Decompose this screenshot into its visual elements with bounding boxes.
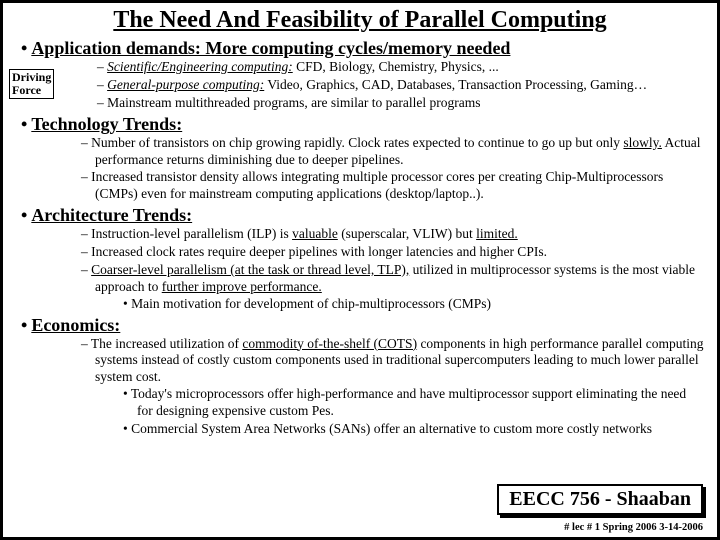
- content-list: Application demands: More computing cycl…: [15, 38, 705, 438]
- app-bullet-2: General-purpose computing: Video, Graphi…: [97, 77, 705, 94]
- slide-title: The Need And Feasibility of Parallel Com…: [15, 7, 705, 34]
- arch-bullet-2: Increased clock rates require deeper pip…: [81, 244, 705, 261]
- section-architecture: Architecture Trends: Instruction-level p…: [21, 205, 705, 312]
- arch-bullet-3: Coarser-level parallelism (at the task o…: [81, 262, 705, 313]
- economics-bullets: The increased utilization of commodity o…: [21, 336, 705, 438]
- econ-sub-2: Commercial System Area Networks (SANs) o…: [123, 421, 705, 438]
- app-bullet-3: Mainstream multithreaded programs, are s…: [97, 95, 705, 112]
- driving-force-box: DrivingForce: [9, 69, 54, 99]
- section-technology: Technology Trends: Number of transistors…: [21, 114, 705, 204]
- tech-bullet-1: Number of transistors on chip growing ra…: [81, 135, 705, 169]
- slide-frame: The Need And Feasibility of Parallel Com…: [0, 0, 720, 540]
- application-header: Application demands: More computing cycl…: [21, 38, 510, 58]
- economics-subbullets: Today's microprocessors offer high-perfo…: [95, 386, 705, 438]
- econ-bullet-1: The increased utilization of commodity o…: [81, 336, 705, 438]
- arch-bullet-1: Instruction-level parallelism (ILP) is v…: [81, 226, 705, 243]
- footer-text: # lec # 1 Spring 2006 3-14-2006: [564, 522, 703, 533]
- architecture-subbullets: Main motivation for development of chip-…: [95, 296, 705, 313]
- econ-sub-1: Today's microprocessors offer high-perfo…: [123, 386, 705, 420]
- architecture-bullets: Instruction-level parallelism (ILP) is v…: [21, 226, 705, 312]
- economics-header: Economics:: [21, 315, 120, 335]
- arch-sub-1: Main motivation for development of chip-…: [123, 296, 705, 313]
- application-bullets: Scientific/Engineering computing: CFD, B…: [21, 59, 705, 112]
- technology-header: Technology Trends:: [21, 114, 182, 134]
- technology-bullets: Number of transistors on chip growing ra…: [21, 135, 705, 204]
- app-bullet-1: Scientific/Engineering computing: CFD, B…: [97, 59, 705, 76]
- architecture-header: Architecture Trends:: [21, 205, 192, 225]
- section-application: Application demands: More computing cycl…: [21, 38, 705, 112]
- tech-bullet-2: Increased transistor density allows inte…: [81, 169, 705, 203]
- course-box: EECC 756 - Shaaban: [497, 484, 703, 515]
- section-economics: Economics: The increased utilization of …: [21, 315, 705, 438]
